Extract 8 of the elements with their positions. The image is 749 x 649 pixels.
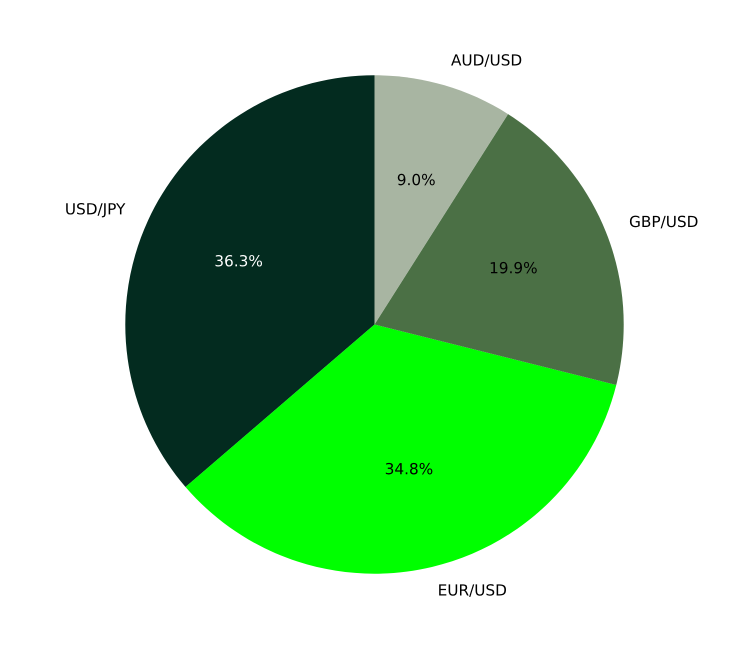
slice-label: AUD/USD xyxy=(451,54,522,67)
slice-label: USD/JPY xyxy=(66,203,126,218)
data-label: 36.3% xyxy=(216,254,262,267)
data-label: 9.0% xyxy=(398,174,435,186)
slice-label: EUR/USD xyxy=(439,584,506,597)
data-label: 34.8% xyxy=(386,462,432,474)
data-label: 19.9% xyxy=(490,262,537,274)
slice-label: GBP/USD xyxy=(630,216,698,228)
